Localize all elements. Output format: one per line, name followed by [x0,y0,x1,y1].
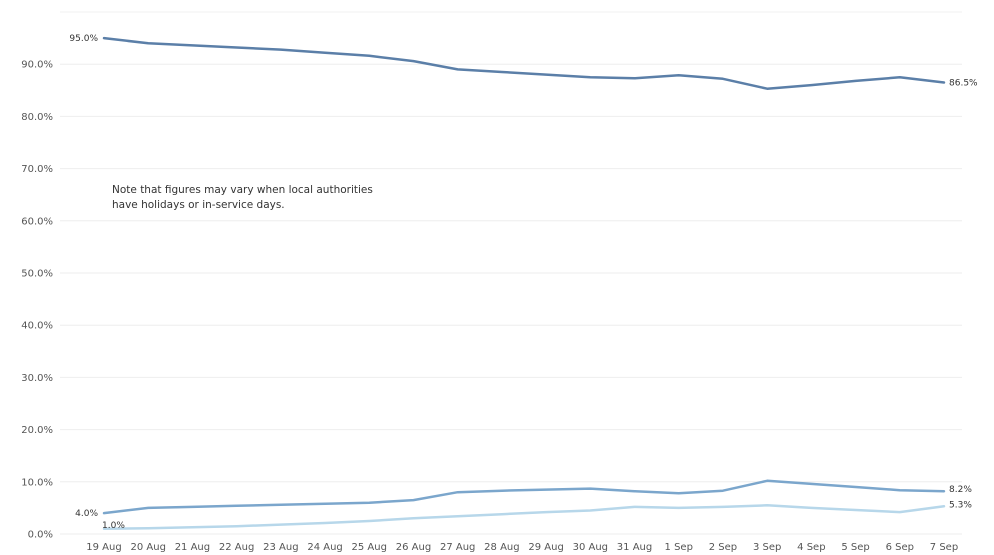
note-annotation-line-2: have holidays or in-service days. [112,199,285,211]
y-tick-label: 50.0% [21,269,53,280]
y-axis-tick-labels: 0.0% 10.0% 20.0% 30.0% 40.0% 50.0% 60.0% 70.0% 8… [21,60,53,541]
x-tick-label: 19 Aug [86,542,121,553]
x-tick-label: 4 Sep [797,542,825,553]
start-data-label: 4.0% [75,509,98,519]
x-tick-label: 31 Aug [617,542,652,553]
series-line-2 [102,479,946,515]
data-labels: 95.0% 86.5% 4.0% 8.2% 1.0% 5.3% [69,34,978,531]
y-tick-label: 0.0% [28,530,53,541]
start-data-label: 1.0% [102,521,125,531]
x-tick-label: 2 Sep [709,542,737,553]
x-tick-label: 20 Aug [130,542,165,553]
x-tick-label: 27 Aug [440,542,475,553]
y-tick-label: 90.0% [21,60,53,71]
x-tick-label: 28 Aug [484,542,519,553]
x-tick-label: 26 Aug [396,542,431,553]
end-data-label: 5.3% [949,500,972,510]
series-line-1 [102,36,946,90]
gridlines [60,11,962,535]
x-tick-label: 22 Aug [219,542,254,553]
y-tick-label: 60.0% [21,216,53,227]
series-lines [102,36,946,531]
x-axis-tick-labels: 19 Aug 20 Aug 21 Aug 22 Aug 23 Aug 24 Aug 25 A… [86,542,958,553]
x-tick-label: 23 Aug [263,542,298,553]
x-tick-label: 7 Sep [930,542,958,553]
series-line-3 [102,504,946,531]
x-tick-label: 24 Aug [307,542,342,553]
x-tick-label: 21 Aug [175,542,210,553]
x-tick-label: 6 Sep [886,542,914,553]
x-tick-label: 3 Sep [753,542,781,553]
x-tick-label: 5 Sep [841,542,869,553]
x-tick-label: 29 Aug [528,542,563,553]
note-annotation-line-1: Note that figures may vary when local au… [112,184,373,196]
end-data-label: 8.2% [949,485,972,495]
x-tick-label: 30 Aug [573,542,608,553]
y-tick-label: 10.0% [21,477,53,488]
y-tick-label: 70.0% [21,164,53,175]
start-data-label: 95.0% [69,34,98,44]
y-tick-label: 20.0% [21,425,53,436]
end-data-label: 86.5% [949,78,978,88]
y-tick-label: 80.0% [21,112,53,123]
x-tick-label: 25 Aug [352,542,387,553]
y-tick-label: 30.0% [21,373,53,384]
y-tick-label: 40.0% [21,321,53,332]
x-tick-label: 1 Sep [665,542,693,553]
